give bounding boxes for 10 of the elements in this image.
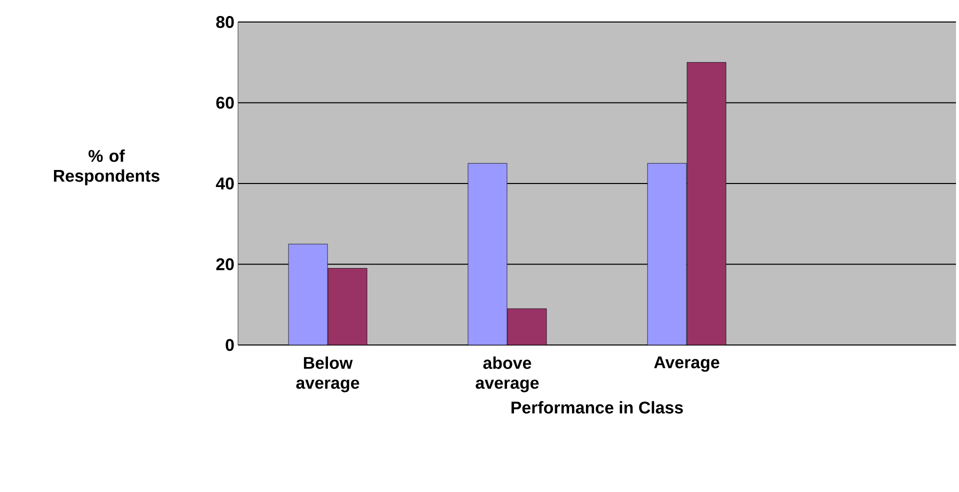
y-tick-label: 40 [216,177,234,190]
y-tick-label: 80 [216,16,234,28]
y-tick-label: 20 [216,258,234,270]
x-tick-label: Average [654,356,720,372]
y-tick-label: 0 [226,338,234,351]
y-tick-label: 60 [216,96,234,109]
y-axis-title: % of Respondents [54,149,160,186]
x-tick-label: above average [476,356,539,392]
x-axis-title: Performance in Class [512,401,683,414]
x-tick-label: Below average [296,356,360,392]
